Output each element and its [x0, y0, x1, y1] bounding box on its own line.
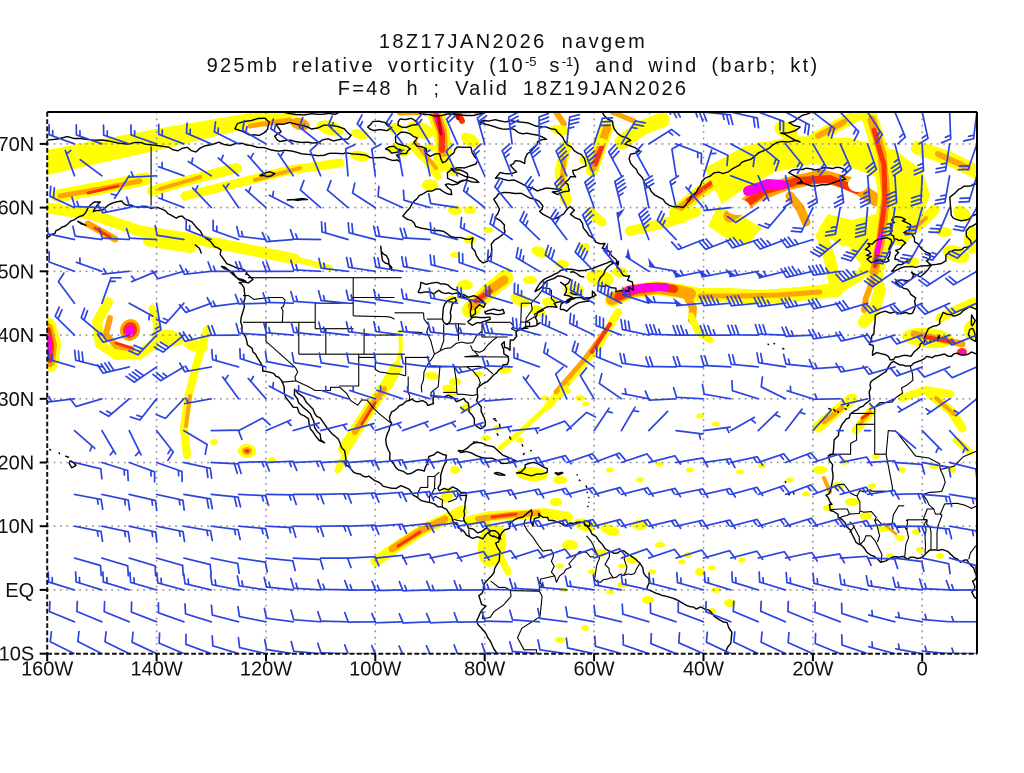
svg-text:50N: 50N	[0, 261, 34, 283]
svg-text:120W: 120W	[240, 659, 292, 681]
svg-text:160W: 160W	[21, 659, 73, 681]
svg-text:10S: 10S	[0, 644, 34, 666]
svg-text:30N: 30N	[0, 389, 34, 411]
svg-text:60W: 60W	[574, 659, 615, 681]
svg-text:20N: 20N	[0, 453, 34, 475]
svg-text:100W: 100W	[349, 659, 401, 681]
svg-text:40N: 40N	[0, 325, 34, 347]
svg-text:140W: 140W	[130, 659, 182, 681]
svg-text:0: 0	[917, 659, 928, 681]
svg-text:10N: 10N	[0, 516, 34, 538]
svg-text:60N: 60N	[0, 198, 34, 220]
svg-text:40W: 40W	[683, 659, 724, 681]
svg-text:70N: 70N	[0, 134, 34, 156]
svg-text:20W: 20W	[792, 659, 833, 681]
svg-text:80W: 80W	[464, 659, 505, 681]
svg-text:EQ: EQ	[5, 580, 34, 602]
